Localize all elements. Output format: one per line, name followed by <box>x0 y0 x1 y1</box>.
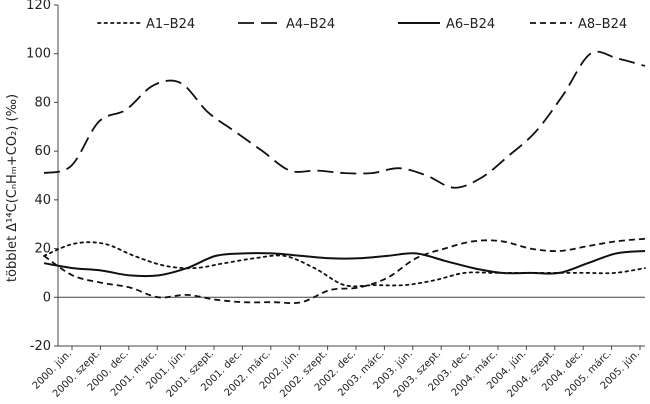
series-layer <box>43 50 646 304</box>
series-line-a4-b24 <box>43 50 646 189</box>
y-tick-label: 120 <box>26 0 51 13</box>
y-tick-label: 0 <box>43 290 51 305</box>
series-line-a6-b24 <box>43 250 646 278</box>
axes-layer <box>57 5 645 347</box>
series-line-a8-b24 <box>43 237 646 304</box>
y-tick-label: 20 <box>34 242 51 257</box>
series-line-a1-b24 <box>43 241 646 288</box>
legend-label: A8–B24 <box>578 17 627 32</box>
legend-label: A4–B24 <box>286 17 335 32</box>
legend-label: A1–B24 <box>146 17 195 32</box>
y-tick-label: -20 <box>30 339 51 354</box>
legend: A1–B24 A4–B24 A6–B24 A8–B24 <box>97 17 627 32</box>
y-tick-label: 40 <box>34 193 51 208</box>
y-tick-label: 60 <box>34 144 51 159</box>
y-axis-title: többlet Δ¹⁴C(CₙHₘ+CO₂) (‰) <box>5 94 20 282</box>
y-tick-label: 100 <box>26 47 51 62</box>
y-tick-label: 80 <box>34 95 51 110</box>
legend-label: A6–B24 <box>446 17 495 32</box>
